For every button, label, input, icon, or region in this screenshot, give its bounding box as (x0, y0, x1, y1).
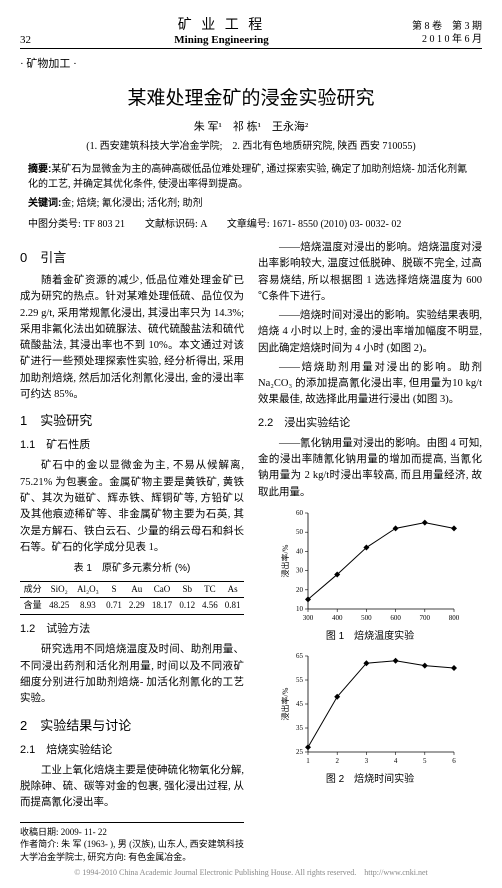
received-date: 收稿日期: 2009- 11- 22 (20, 826, 244, 839)
svg-text:1: 1 (306, 757, 310, 765)
table-1: 成分SiO₂Al₂O₃SAuCaOSbTCAs 含量48.258.930.712… (20, 581, 244, 616)
journal-name-en: Mining Engineering (31, 34, 412, 46)
journal-name-cn: 矿 业 工 程 (31, 14, 412, 34)
para-roast: 工业上氧化焙烧主要是使砷硫化物氧化分解, 脱除砷、硫、碳等对金的包裹, 强化浸出… (20, 763, 244, 812)
para-temp-effect: ——焙烧温度对浸出的影响。焙烧温度对浸出率影响较大, 温度过低脱砷、脱碳不完全,… (258, 240, 482, 305)
volume-issue: 第 8 卷 第 3 期 (412, 20, 482, 33)
svg-text:60: 60 (296, 509, 304, 517)
figure-2-caption: 图 2 焙烧时间实验 (258, 772, 482, 788)
svg-text:浸出率/%: 浸出率/% (280, 687, 290, 720)
svg-text:2: 2 (335, 757, 339, 765)
svg-text:55: 55 (296, 676, 304, 684)
svg-text:浸出率/%: 浸出率/% (280, 544, 290, 577)
heading-1-2: 1.2 试验方法 (20, 621, 244, 638)
svg-text:700: 700 (420, 614, 431, 622)
svg-text:45: 45 (296, 700, 304, 708)
heading-1: 1 实验研究 (20, 411, 244, 431)
table-1-title: 表 1 原矿多元素分析 (%) (20, 561, 244, 577)
figure-1-caption: 图 1 焙烧温度实验 (258, 629, 482, 645)
keywords-text: 金; 焙烧; 氰化浸出; 活化剂; 助剂 (61, 198, 202, 209)
para-ore-nature: 矿石中的金以显微金为主, 不易从候解离, 75.21% 为包裹金。金属矿物主要是… (20, 458, 244, 556)
svg-text:35: 35 (296, 724, 304, 732)
article-title: 某难处理金矿的浸金实验研究 (20, 83, 482, 110)
classification-line: 中图分类号: TF 803 21 文献标识码: A 文章编号: 1671- 85… (28, 215, 474, 230)
svg-text:4: 4 (394, 757, 398, 765)
svg-text:5: 5 (423, 757, 427, 765)
svg-text:500: 500 (361, 614, 372, 622)
para-additive-effect: ——焙烧助剂用量对浸出的影响。助剂 Na₂CO₃ 的添加提高氰化浸出率, 但用量… (258, 360, 482, 409)
heading-2: 2 实验结果与讨论 (20, 716, 244, 736)
svg-text:800: 800 (449, 614, 460, 622)
abstract-label: 摘要: (28, 164, 51, 175)
heading-intro: 0 引言 (20, 248, 244, 268)
author-bio: 作者简介: 朱 军 (1963- ), 男 (汉族), 山东人, 西安建筑科技大… (20, 838, 244, 863)
section-tag: · 矿物加工 · (20, 55, 482, 71)
svg-text:3: 3 (365, 757, 369, 765)
svg-text:300: 300 (303, 614, 314, 622)
heading-1-1: 1.1 矿石性质 (20, 437, 244, 454)
authors: 朱 军¹ 祁 栋¹ 王永海² (20, 118, 482, 134)
svg-text:10: 10 (296, 605, 304, 613)
figure-1-chart: 300 400 500 600 700 800 10 20 30 40 50 60 浸出率/% (280, 507, 460, 627)
page-number: 32 (20, 34, 31, 46)
copyright-line: © 1994-2010 China Academic Journal Elect… (20, 867, 482, 878)
para-intro: 随着金矿资源的减少, 低品位难处理金矿已成为研究的热点。针对某难处理低硫、品位仅… (20, 273, 244, 403)
publish-date: 2 0 1 0 年 6 月 (412, 33, 482, 46)
keywords-label: 关键词: (28, 198, 61, 209)
figure-2-chart: 1234562535455565浸出率/% (280, 650, 460, 770)
heading-2-1: 2.1 焙烧实验结论 (20, 742, 244, 759)
svg-text:30: 30 (296, 566, 304, 574)
svg-text:20: 20 (296, 586, 304, 594)
svg-text:50: 50 (296, 528, 304, 536)
svg-text:40: 40 (296, 547, 304, 555)
svg-text:25: 25 (296, 748, 304, 756)
abstract-text: 某矿石为显微金为主的高砷高碳低品位难处理矿, 通过探索实验, 确定了加助剂焙烧-… (28, 164, 467, 190)
heading-2-2: 2.2 浸出实验结论 (258, 415, 482, 432)
affiliations: (1. 西安建筑科技大学冶金学院; 2. 西北有色地质研究院, 陕西 西安 71… (20, 137, 482, 152)
para-method: 研究选用不同焙烧温度及时间、助剂用量、不同浸出药剂和活化剂用量, 时间以及不同液… (20, 642, 244, 707)
svg-text:400: 400 (332, 614, 343, 622)
para-leach: ——氰化钠用量对浸出的影响。由图 4 可知, 金的浸出率随氰化钠用量的增加而提高… (258, 436, 482, 501)
svg-text:65: 65 (296, 652, 304, 660)
para-time-effect: ——焙烧时间对浸出的影响。实验结果表明, 焙烧 4 小时以上时, 金的浸出率增加… (258, 308, 482, 357)
svg-text:6: 6 (452, 757, 456, 765)
svg-text:600: 600 (390, 614, 401, 622)
